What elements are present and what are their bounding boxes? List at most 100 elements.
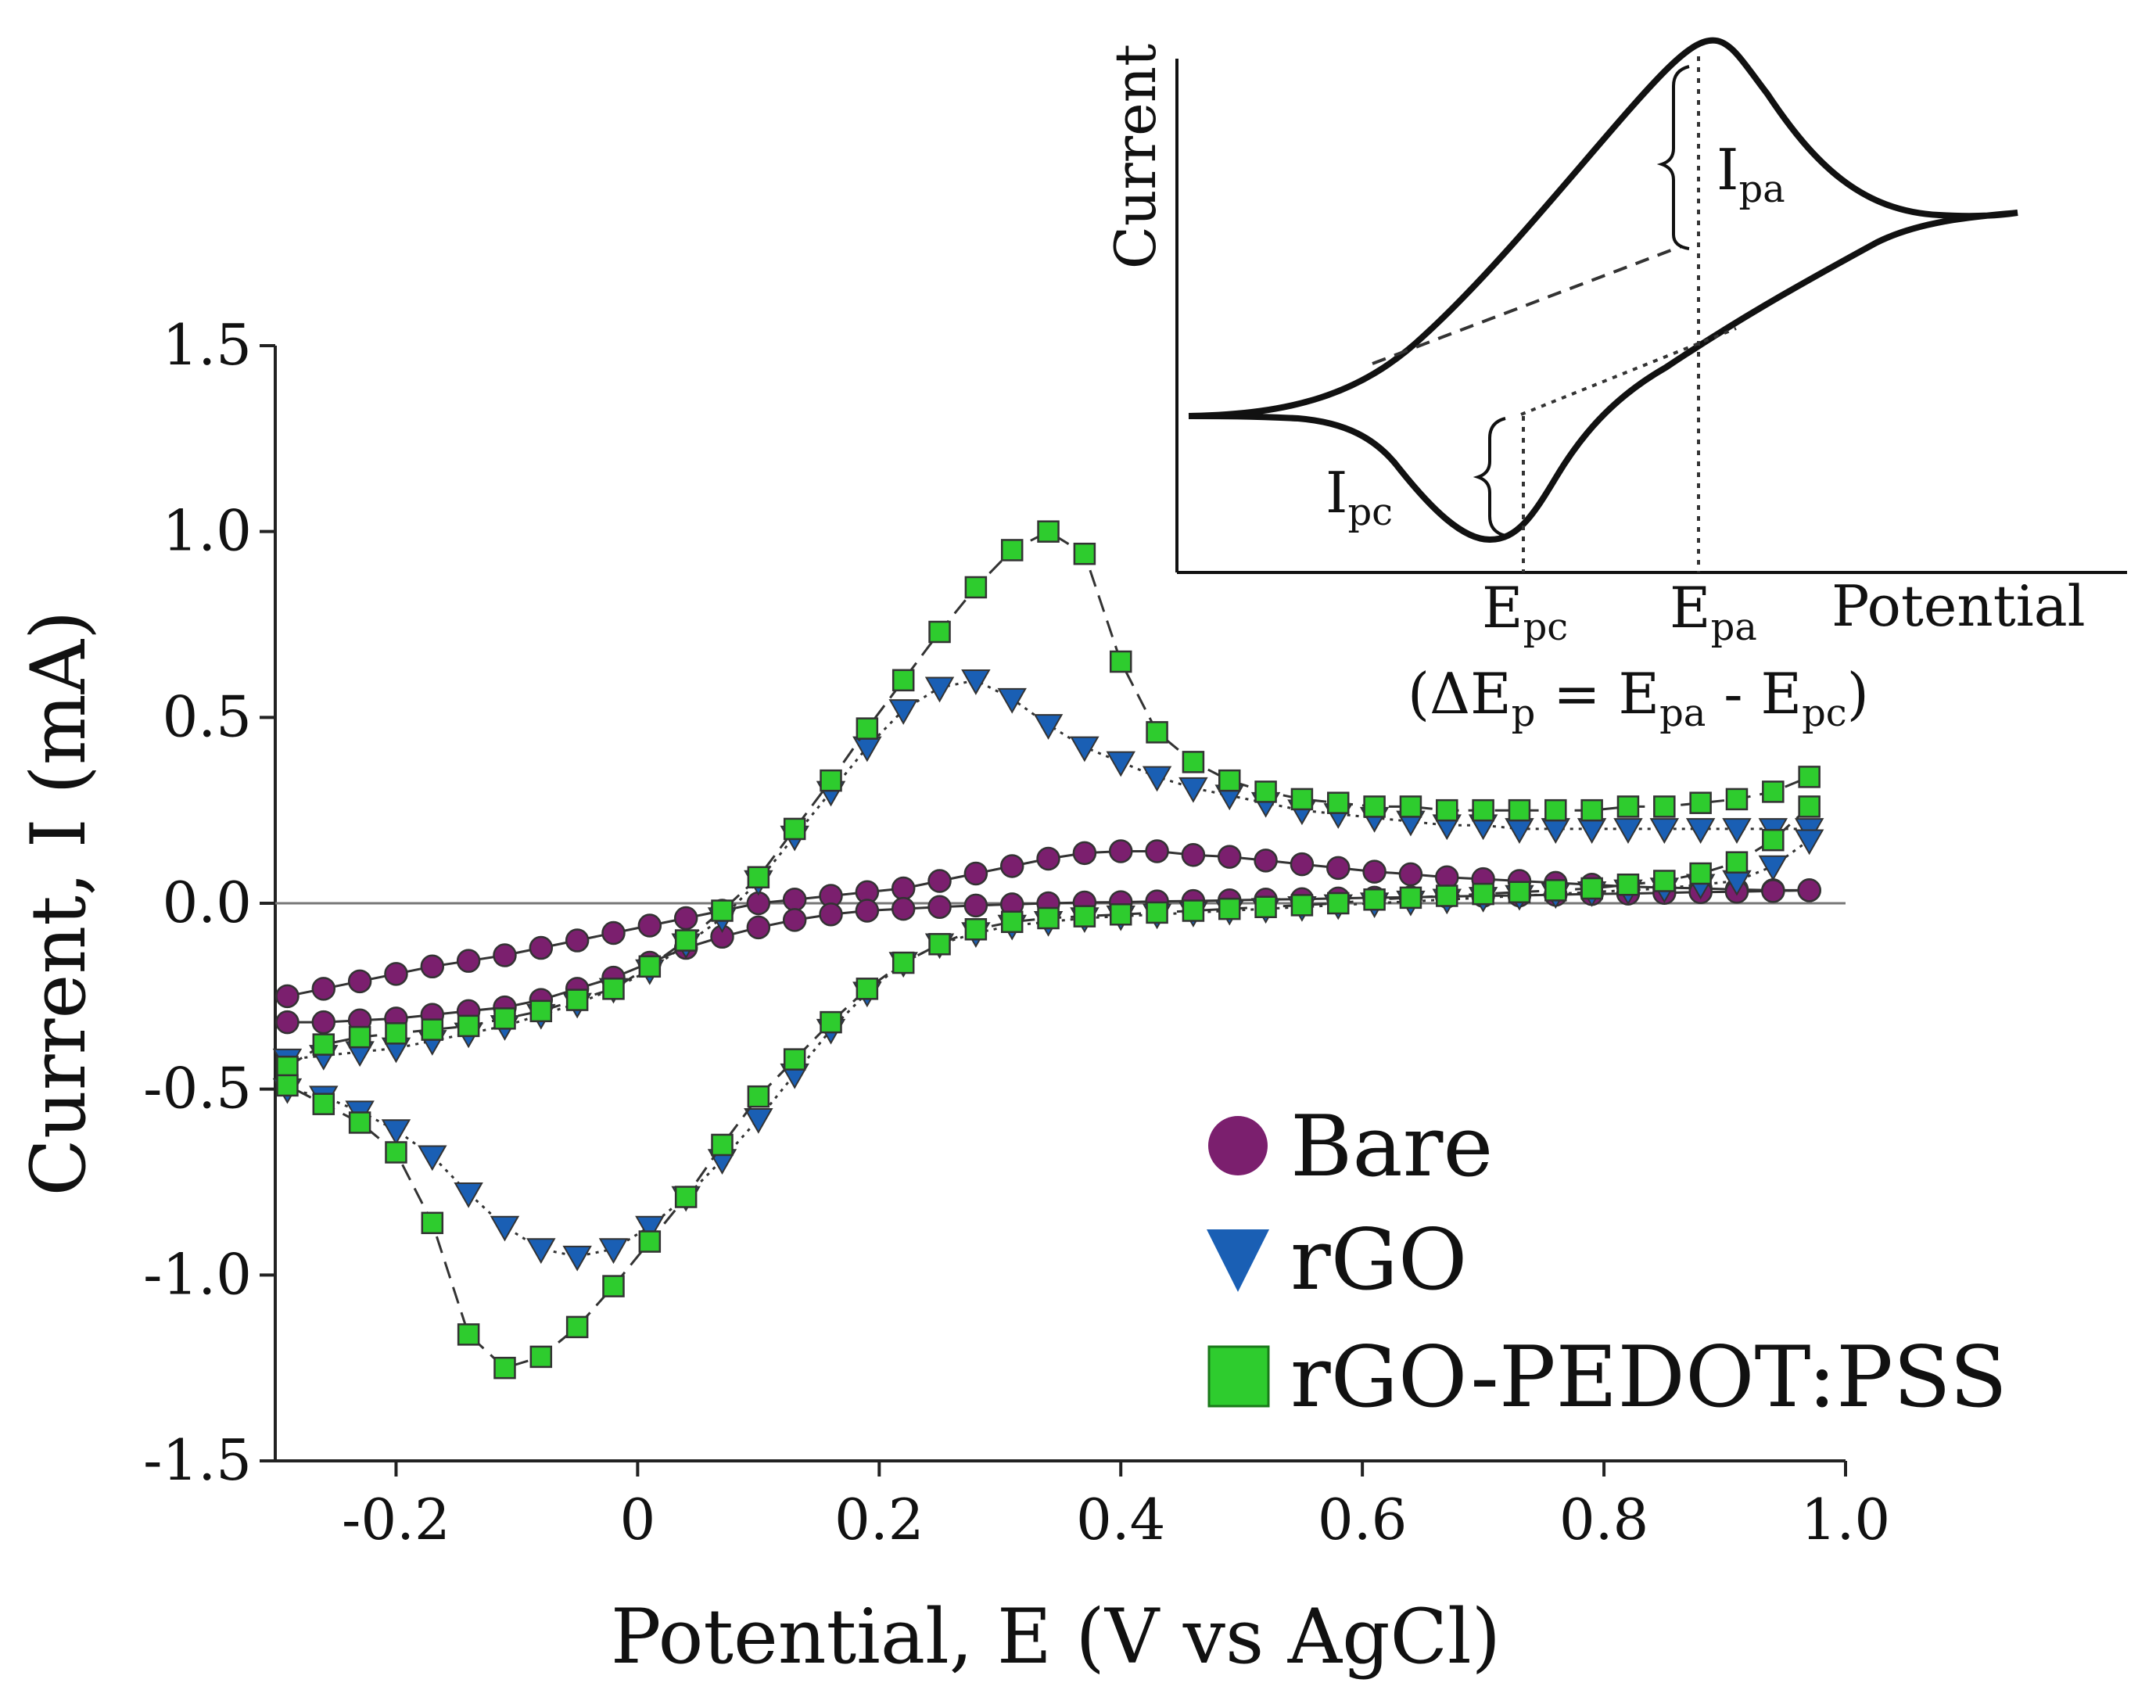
data-point-bare	[311, 977, 336, 1001]
data-point-rgo	[1106, 751, 1135, 777]
data-point-rgo-pedot-pss	[928, 933, 951, 956]
data-point-bare	[963, 893, 988, 918]
data-point-rgo	[961, 669, 991, 695]
data-point-rgo-pedot-pss	[312, 1093, 335, 1115]
data-point-bare	[637, 913, 662, 938]
data-point-rgo-pedot-pss	[1399, 795, 1422, 818]
data-point-rgo-pedot-pss	[1109, 650, 1132, 673]
data-point-rgo-pedot-pss	[1616, 795, 1640, 818]
data-point-bare	[1290, 852, 1315, 877]
data-point-rgo-pedot-pss	[1000, 539, 1024, 562]
data-point-bare	[1145, 839, 1169, 863]
data-point-bare	[1217, 845, 1242, 869]
data-point-rgo-pedot-pss	[1544, 879, 1567, 902]
y-ticks: -1.5 -1.0 -0.5 0.0 0.5 1.0 1.5	[143, 312, 275, 1493]
data-point-rgo-pedot-pss	[1762, 780, 1785, 803]
data-point-rgo	[454, 1182, 483, 1208]
data-point-rgo-pedot-pss	[385, 1022, 407, 1045]
data-point-rgo-pedot-pss	[421, 1211, 444, 1235]
data-point-rgo	[1505, 818, 1534, 844]
data-point-rgo-pedot-pss	[711, 899, 734, 922]
data-point-rgo-pedot-pss	[1363, 795, 1386, 818]
data-point-rgo-pedot-pss	[1182, 751, 1205, 773]
data-point-rgo-pedot-pss	[1073, 542, 1096, 565]
legend-marker-bare	[1208, 1116, 1268, 1175]
data-point-rgo	[1033, 714, 1064, 740]
y-tick-label: 1.0	[162, 498, 252, 564]
legend-label-rgo: rGO	[1290, 1211, 1467, 1309]
data-point-rgo-pedot-pss	[1472, 798, 1494, 822]
data-point-rgo-pedot-pss	[1363, 888, 1386, 911]
data-point-rgo-pedot-pss	[385, 1141, 407, 1164]
data-point-rgo	[1070, 736, 1100, 762]
data-point-rgo	[1685, 818, 1716, 844]
data-point-rgo	[997, 687, 1027, 714]
legend-marker-rgo-pedot-pss	[1207, 1345, 1270, 1408]
data-point-rgo	[381, 1119, 411, 1145]
data-point-rgo-pedot-pss	[602, 978, 625, 1000]
data-point-rgo-pedot-pss	[1725, 851, 1749, 874]
series-layer	[272, 520, 1824, 1380]
data-point-bare	[311, 1010, 336, 1035]
data-point-rgo-pedot-pss	[820, 1010, 842, 1034]
data-point-bare	[746, 915, 771, 940]
ipa-label: Ipa	[1717, 137, 1785, 211]
legend-label-bare: Bare	[1290, 1098, 1493, 1196]
data-point-rgo-pedot-pss	[565, 1315, 589, 1339]
data-point-rgo	[562, 1245, 592, 1272]
series-rgo	[272, 669, 1824, 1272]
data-point-rgo-pedot-pss	[312, 1033, 335, 1056]
data-point-bare	[1181, 842, 1206, 867]
data-point-rgo	[1577, 818, 1607, 844]
data-point-rgo-pedot-pss	[1580, 798, 1603, 822]
data-point-rgo-pedot-pss	[1472, 882, 1494, 906]
ipc-label: Ipc	[1326, 460, 1393, 534]
data-point-rgo-pedot-pss	[348, 1111, 371, 1134]
data-point-bare	[782, 887, 807, 912]
data-point-bare	[1326, 856, 1351, 881]
data-point-bare	[493, 943, 517, 967]
data-point-bare	[1108, 839, 1133, 863]
data-point-rgo-pedot-pss	[1218, 897, 1241, 920]
data-point-rgo-pedot-pss	[1544, 798, 1567, 822]
delta-ep-formula: (ΔEp = Epa - Epc)	[1408, 661, 1869, 735]
data-point-bare	[891, 896, 916, 921]
data-point-rgo-pedot-pss	[1399, 886, 1422, 910]
data-point-rgo-pedot-pss	[747, 866, 770, 888]
data-point-rgo-pedot-pss	[1109, 903, 1132, 926]
data-point-bare	[420, 954, 445, 979]
data-point-rgo-pedot-pss	[1762, 828, 1785, 852]
data-point-rgo-pedot-pss	[928, 620, 951, 644]
data-point-rgo-pedot-pss	[1037, 520, 1060, 543]
data-point-rgo-pedot-pss	[1798, 795, 1821, 818]
y-tick-label: 1.5	[162, 312, 252, 378]
data-point-rgo-pedot-pss	[1182, 899, 1205, 922]
data-point-rgo-pedot-pss	[565, 989, 589, 1011]
data-point-bare	[927, 869, 952, 893]
data-point-rgo-pedot-pss	[1616, 873, 1640, 896]
x-tick-label: 1.0	[1801, 1487, 1891, 1552]
data-point-rgo	[598, 1238, 629, 1265]
data-point-rgo-pedot-pss	[1508, 881, 1531, 903]
inset-schematic: Current Potential Ipa Ipc Epc Epa (ΔEp =…	[1103, 37, 2127, 735]
x-axis-title: Potential, E (V vs AgCl)	[611, 1593, 1501, 1681]
data-point-bare	[927, 895, 952, 920]
data-point-rgo-pedot-pss	[493, 1356, 516, 1380]
inset-y-label: Current	[1103, 44, 1168, 269]
data-point-rgo	[1722, 818, 1752, 844]
data-point-bare	[1761, 879, 1785, 903]
data-point-rgo-pedot-pss	[529, 999, 553, 1023]
x-tick-label: 0.4	[1076, 1487, 1166, 1552]
data-point-rgo-pedot-pss	[1689, 862, 1712, 885]
y-tick-label: 0.0	[162, 870, 252, 935]
data-point-rgo-pedot-pss	[602, 1275, 625, 1297]
data-point-rgo	[1794, 829, 1824, 856]
data-point-rgo-pedot-pss	[891, 951, 915, 974]
data-point-rgo-pedot-pss	[1327, 892, 1350, 915]
series-line-rgo-pedot-pss-anodic	[286, 529, 1810, 1068]
data-point-bare	[384, 962, 408, 986]
data-point-rgo-pedot-pss	[1146, 901, 1168, 924]
data-point-rgo-pedot-pss	[1580, 877, 1603, 900]
